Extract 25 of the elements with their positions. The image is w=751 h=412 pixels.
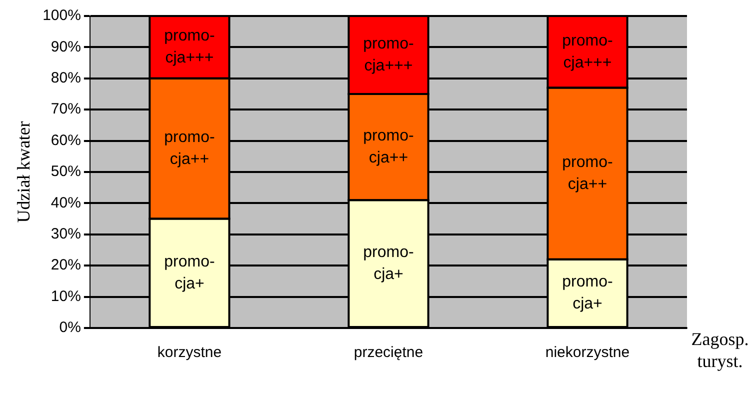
y-tick-label: 0% xyxy=(59,319,81,336)
text: promo-cja+++ xyxy=(562,32,613,72)
series-label: promo-cja+ xyxy=(562,274,613,313)
y-tick-label: 10% xyxy=(50,288,81,305)
y-tick-label: 100% xyxy=(42,7,81,24)
x-tick-label: przeciętne xyxy=(354,344,424,362)
y-tick-label: 40% xyxy=(50,194,81,212)
x-axis-title: Zagosp. turyst. xyxy=(690,328,750,372)
text: promo-cja+ xyxy=(363,244,414,283)
text: promo-cja++ xyxy=(363,127,414,166)
series-label: promo-cja++ xyxy=(562,154,613,193)
text: promo-cja++ xyxy=(164,129,215,168)
y-tick-label: 80% xyxy=(50,70,81,87)
series-label: promo-cja+++ xyxy=(164,28,215,67)
y-tick-label: 70% xyxy=(50,100,81,118)
y-tick-label: 90% xyxy=(50,38,81,56)
text: promo-cja+++ xyxy=(363,35,414,74)
y-axis-title: Udział kwater xyxy=(14,121,34,223)
x-tick-label: niekorzystne xyxy=(545,344,630,362)
y-tick-label: 50% xyxy=(50,163,81,180)
y-tick-label: 20% xyxy=(50,256,81,274)
y-tick-label: 60% xyxy=(50,132,81,149)
y-tick-label: 30% xyxy=(50,226,81,243)
x-tick-label: korzystne xyxy=(157,344,222,362)
text: promo-cja+ xyxy=(164,253,215,292)
